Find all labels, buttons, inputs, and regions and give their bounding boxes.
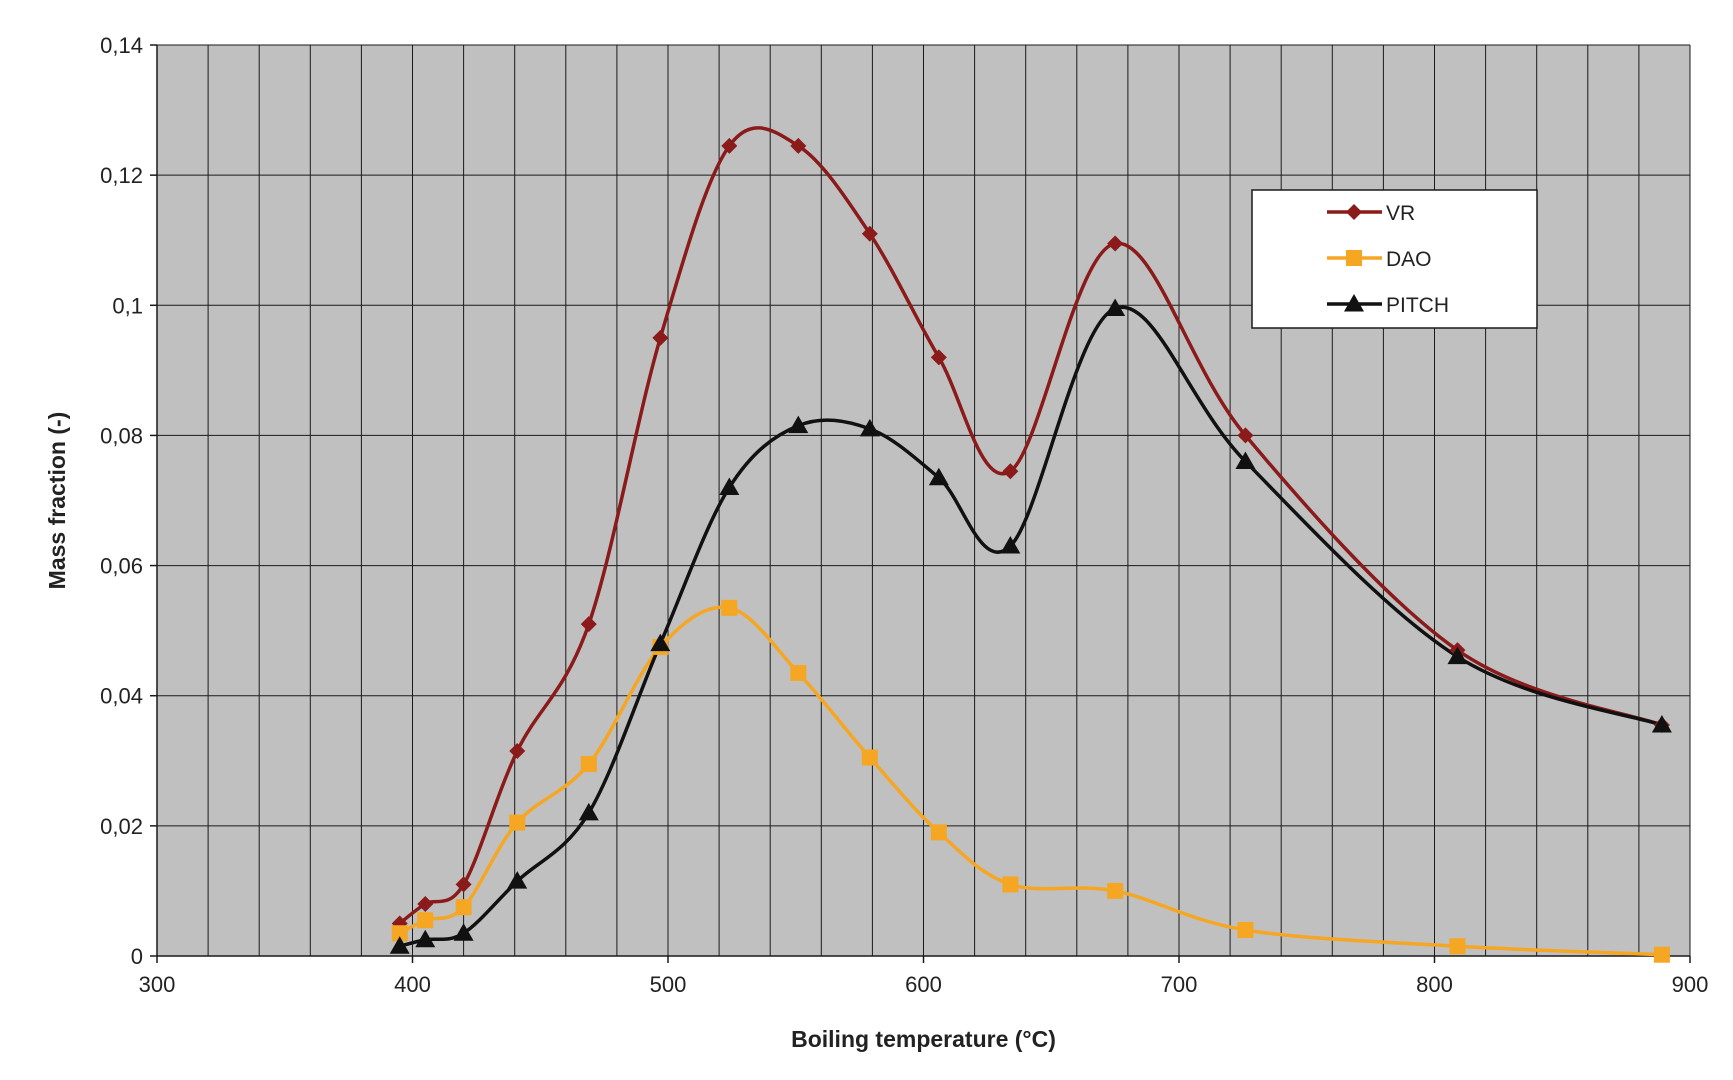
legend: VR DAO PITCH <box>1251 189 1538 329</box>
legend-label-vr: VR <box>1386 202 1415 225</box>
data-point-dao <box>417 912 434 929</box>
y-tick-label: 0,06 <box>100 554 143 579</box>
y-tick-label: 0 <box>131 944 143 969</box>
legend-label-pitch: PITCH <box>1386 294 1449 317</box>
data-point-dao <box>930 824 947 841</box>
legend-marker-dao <box>1346 250 1362 266</box>
x-axis-title: Boiling temperature (°C) <box>791 1026 1056 1052</box>
data-point-dao <box>509 814 526 831</box>
data-point-pitch <box>1105 298 1126 317</box>
data-point-dao <box>1449 938 1466 955</box>
y-axis-title: Mass fraction (-) <box>44 412 70 590</box>
data-point-vr <box>1002 463 1019 480</box>
y-tick-label: 0,14 <box>100 33 143 58</box>
data-point-pitch <box>928 467 949 486</box>
data-point-vr <box>930 349 947 366</box>
data-point-vr <box>790 137 807 154</box>
legend-label-dao: DAO <box>1386 248 1432 271</box>
data-point-pitch <box>507 871 528 889</box>
data-point-pitch <box>1447 646 1468 665</box>
data-point-pitch <box>1651 714 1672 733</box>
x-tick-label: 400 <box>394 972 431 997</box>
data-point-pitch <box>1235 451 1256 469</box>
data-point-dao <box>861 749 878 766</box>
x-tick-label: 300 <box>139 972 176 997</box>
x-tick-labels: 300 400 500 600 700 800 900 <box>139 972 1709 997</box>
legend-marker-pitch <box>1344 294 1364 312</box>
data-point-vr <box>509 743 526 760</box>
y-tick-label: 0,1 <box>112 293 143 318</box>
data-point-pitch <box>719 477 740 495</box>
data-point-dao <box>391 925 408 942</box>
data-point-pitch <box>415 929 436 948</box>
legend-box <box>1251 189 1538 329</box>
series-line-dao <box>398 605 1662 957</box>
y-tick-labels: 0 0,02 0,04 0,06 0,08 0,1 0,12 0,14 <box>100 33 143 969</box>
data-point-pitch <box>788 415 809 434</box>
data-point-pitch <box>1000 536 1021 554</box>
axes <box>150 44 1691 963</box>
data-point-dao <box>1107 882 1124 899</box>
data-point-vr <box>1107 235 1124 252</box>
data-point-dao <box>790 664 807 681</box>
data-point-vr <box>580 616 597 633</box>
data-point-vr <box>652 329 669 346</box>
data-point-dao <box>580 756 597 773</box>
data-point-dao <box>1002 876 1019 893</box>
data-point-vr <box>721 137 738 154</box>
data-point-pitch <box>389 936 410 954</box>
data-point-vr <box>1237 427 1254 444</box>
data-point-pitch <box>578 802 599 821</box>
data-point-pitch <box>650 633 671 652</box>
data-point-vr <box>417 895 434 912</box>
legend-marker-vr <box>1346 204 1362 220</box>
data-point-vr <box>861 225 878 242</box>
y-tick-label: 0,04 <box>100 684 143 709</box>
x-tick-label: 700 <box>1161 972 1198 997</box>
x-tick-label: 900 <box>1672 972 1709 997</box>
data-point-dao <box>721 599 738 616</box>
x-tick-label: 800 <box>1416 972 1453 997</box>
data-point-dao <box>1653 946 1670 963</box>
data-point-vr <box>455 876 472 893</box>
series-markers <box>389 137 1672 963</box>
y-tick-label: 0,02 <box>100 814 143 839</box>
x-tick-label: 600 <box>905 972 942 997</box>
y-tick-label: 0,12 <box>100 163 143 188</box>
y-tick-label: 0,08 <box>100 423 143 448</box>
x-tick-label: 500 <box>650 972 687 997</box>
data-point-pitch <box>859 418 880 437</box>
data-point-dao <box>1237 921 1254 938</box>
data-point-pitch <box>453 923 474 941</box>
grid <box>156 44 1691 957</box>
data-point-dao <box>455 899 472 916</box>
